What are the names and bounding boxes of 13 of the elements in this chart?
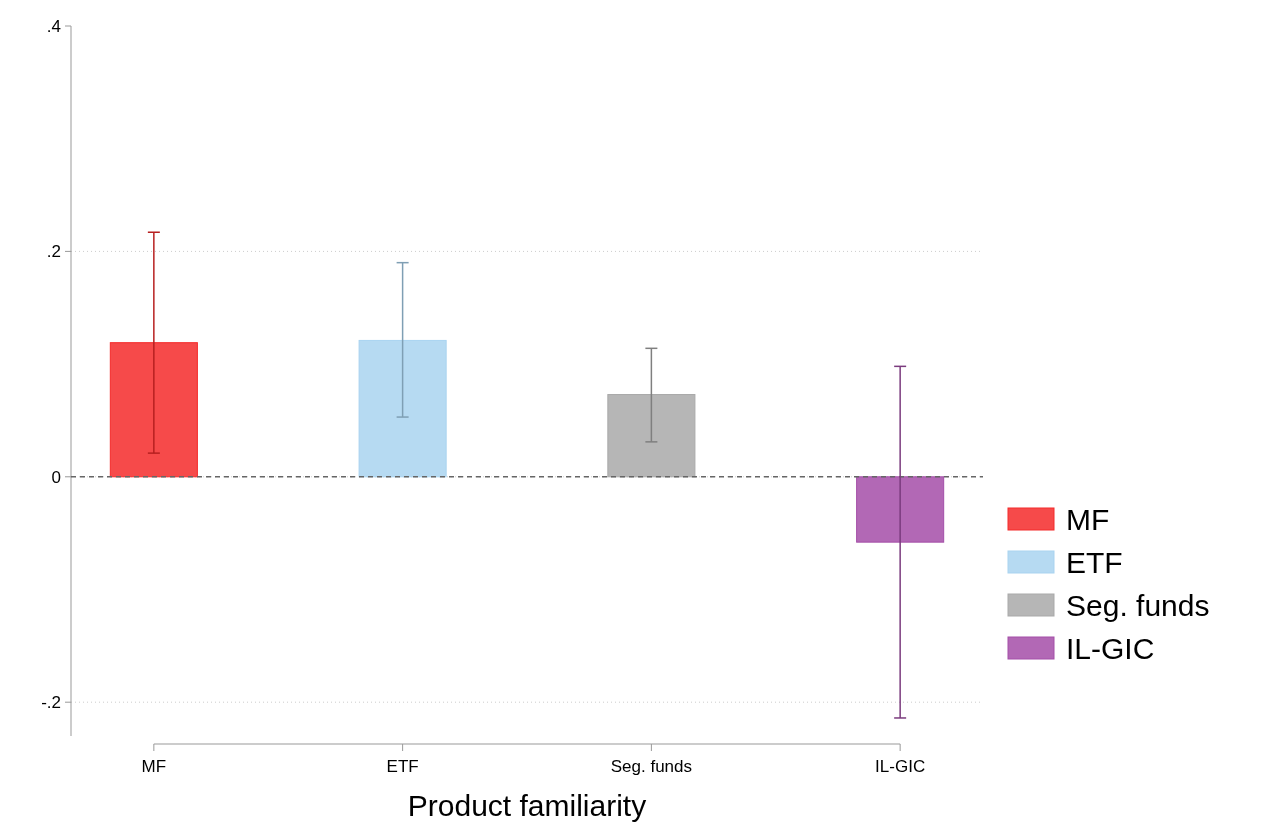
- x-tick-label: MF: [141, 757, 167, 776]
- legend-label: IL-GIC: [1066, 631, 1155, 665]
- x-tick-label: ETF: [386, 757, 419, 776]
- legend-label: MF: [1066, 502, 1110, 536]
- y-tick-label: .4: [46, 16, 61, 36]
- x-axis-title: Product familiarity: [407, 789, 647, 822]
- y-tick-label: 0: [51, 467, 61, 487]
- y-tick-label: .2: [46, 242, 61, 262]
- legend-label: Seg. funds: [1066, 588, 1210, 622]
- x-tick-label: Seg. funds: [610, 757, 693, 776]
- y-tick-label: -.2: [41, 693, 61, 713]
- legend-label: ETF: [1066, 545, 1123, 579]
- x-tick-label: IL-GIC: [875, 757, 926, 776]
